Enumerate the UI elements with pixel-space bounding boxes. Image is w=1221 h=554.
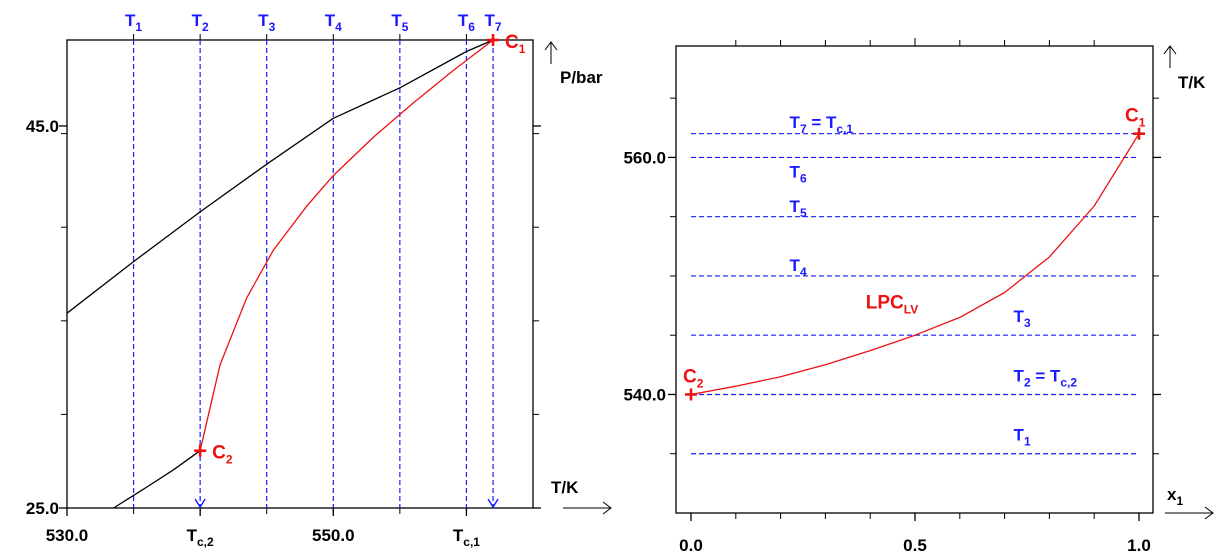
- x-axis-arrow-head: [1204, 506, 1214, 520]
- y-axis-title: P/bar: [560, 68, 603, 87]
- isotherm-label: T3: [258, 11, 275, 34]
- isotherm-label: T1: [1014, 426, 1031, 449]
- x-tick-label: 1.0: [1127, 536, 1151, 554]
- y-tick-label: 45.0: [26, 117, 59, 136]
- critical-point-label: C2: [683, 366, 704, 390]
- curve-vapor-pressure-2: [113, 450, 201, 509]
- isotherm-label: T4: [325, 11, 342, 34]
- isotherm-label: T1: [125, 11, 142, 34]
- tx-projection-chart: 0.0 0.5 1.0 540.0 560.0 T1 T2 = Tc,2 T3 T4 T5 T6 T7…: [623, 38, 1214, 554]
- plot-frame: [66, 39, 534, 509]
- critical-point-label: C2: [212, 443, 233, 467]
- y-axis-arrow-head: [544, 41, 558, 51]
- isotherm-label: T3: [1014, 307, 1031, 330]
- isotherm-label: T2: [192, 11, 209, 34]
- curve-critical-locus: [199, 39, 494, 451]
- x-tick-label: Tc,1: [453, 526, 480, 549]
- y-tick-label: 540.0: [623, 385, 666, 404]
- x-tick-label: 0.0: [679, 536, 703, 554]
- plot-frame: [675, 45, 1154, 514]
- x-tick-label: 530.0: [46, 526, 89, 545]
- x-axis-arrow-head: [602, 501, 612, 515]
- y-tick-label: 25.0: [26, 499, 59, 518]
- x-tick-label: Tc,2: [187, 526, 214, 549]
- isotherm-label: T6: [458, 11, 475, 34]
- isotherm-label: T7 = Tc,1: [790, 113, 854, 136]
- isotherm-arrow-head: [194, 498, 206, 509]
- isotherm-label: T2 = Tc,2: [1014, 366, 1078, 389]
- y-tick-label: 560.0: [623, 148, 666, 167]
- isotherm-arrow-head: [487, 498, 499, 509]
- isotherm-label: T5: [391, 11, 408, 34]
- isotherm-label: T4: [790, 256, 807, 279]
- isotherm-label: T7: [485, 11, 502, 34]
- y-axis-arrow-head: [1163, 45, 1177, 55]
- x-tick-label: 0.5: [903, 536, 927, 554]
- x-axis-title: T/K: [551, 478, 579, 497]
- isotherm-label: T5: [790, 197, 807, 220]
- x-tick-label: 550.0: [312, 526, 355, 545]
- curve-vapor-pressure-1: [66, 39, 494, 314]
- locus-label: LPCLV: [866, 293, 918, 317]
- pt-projection-chart: 530.0 Tc,2 550.0 Tc,1 25.0 45.0 T1 T2 T3 T4 T5 T6 T7…: [26, 11, 612, 549]
- curve-critical-locus: [690, 133, 1140, 396]
- isotherm-label: T6: [790, 163, 807, 186]
- x-axis-title: x1: [1167, 485, 1183, 508]
- critical-point-label: C1: [1125, 106, 1146, 130]
- critical-point-label: C1: [505, 32, 526, 56]
- y-axis-title: T/K: [1178, 73, 1206, 92]
